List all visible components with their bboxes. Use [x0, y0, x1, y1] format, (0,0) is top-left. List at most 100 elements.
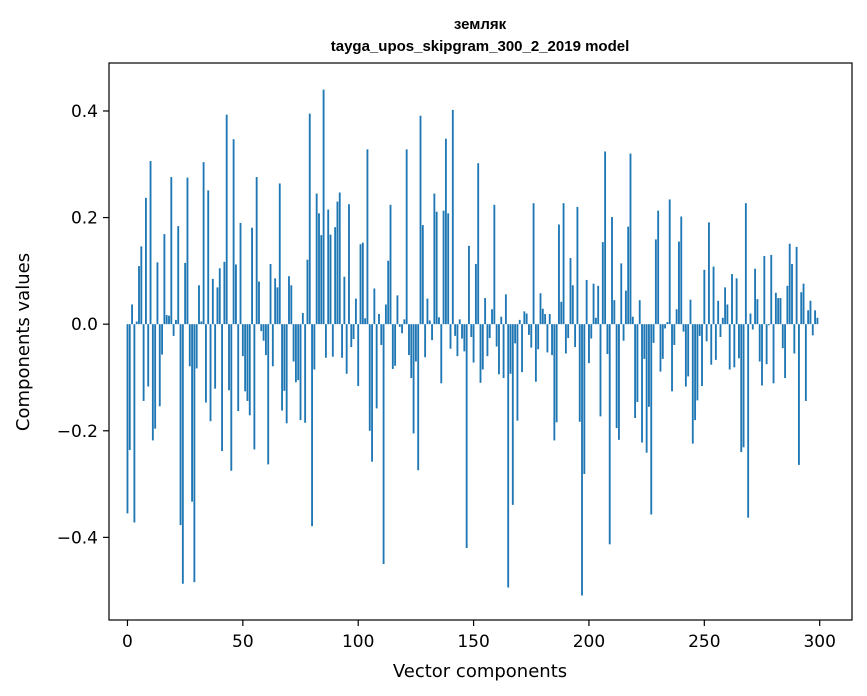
bar-176 [532, 203, 535, 325]
bar-248 [698, 324, 701, 336]
bar-192 [569, 258, 572, 325]
x-tick-label-300: 300 [803, 632, 835, 652]
y-tick-label-4: 0.4 [71, 102, 98, 122]
bar-228 [652, 324, 655, 343]
bar-191 [567, 324, 570, 339]
bars-group [126, 89, 819, 596]
bar-48 [237, 324, 240, 412]
bar-61 [267, 324, 270, 465]
bar-217 [627, 226, 630, 325]
bar-58 [260, 324, 263, 332]
y-tick-label-3: 0.2 [71, 209, 98, 229]
bar-69 [285, 324, 288, 424]
bar-43 [225, 114, 228, 325]
bar-233 [664, 324, 667, 329]
bar-215 [622, 324, 625, 341]
bar-8 [145, 197, 147, 325]
bar-220 [634, 324, 637, 418]
bar-63 [271, 324, 274, 367]
x-tick-label-100: 100 [342, 632, 374, 652]
bar-22 [177, 226, 180, 325]
bar-152 [477, 163, 480, 325]
y-tick-label-2: 0.0 [71, 315, 98, 335]
bar-93 [341, 324, 343, 358]
bar-167 [511, 324, 514, 505]
bar-119 [401, 324, 403, 334]
bar-254 [712, 266, 715, 325]
bar-198 [583, 324, 586, 474]
bar-272 [754, 268, 757, 325]
bar-143 [456, 324, 459, 357]
bar-122 [408, 324, 410, 356]
bar-116 [394, 324, 397, 366]
bar-202 [592, 283, 595, 325]
bar-108 [375, 324, 378, 409]
bar-16 [163, 234, 166, 325]
bar-4 [135, 321, 138, 325]
bar-28 [191, 324, 193, 502]
bar-190 [564, 324, 567, 354]
bar-169 [516, 324, 519, 421]
bar-276 [763, 255, 766, 325]
bar-64 [274, 278, 277, 325]
bar-182 [546, 324, 549, 353]
bar-96 [348, 204, 350, 325]
bar-183 [548, 314, 551, 325]
bar-209 [608, 324, 611, 545]
bar-206 [601, 242, 604, 325]
bar-173 [525, 313, 528, 325]
y-axis-label: Components values [13, 253, 34, 431]
bar-124 [412, 324, 415, 434]
bar-257 [719, 324, 722, 337]
bar-101 [359, 244, 362, 325]
bar-211 [613, 300, 616, 325]
bar-86 [324, 324, 327, 358]
bar-275 [761, 324, 763, 386]
bar-165 [507, 324, 510, 588]
bar-26 [186, 177, 189, 325]
bar-139 [447, 213, 450, 325]
bar-271 [751, 324, 754, 330]
bar-163 [502, 324, 505, 379]
bar-120 [403, 319, 406, 325]
bar-158 [491, 309, 493, 325]
bar-289 [793, 324, 796, 354]
bar-166 [509, 324, 512, 374]
bar-68 [283, 324, 286, 391]
bar-34 [204, 324, 207, 403]
bar-255 [714, 324, 717, 360]
bar-32 [200, 321, 203, 325]
bar-74 [297, 324, 300, 381]
bar-241 [682, 324, 685, 332]
bar-285 [784, 324, 787, 379]
bar-259 [724, 287, 727, 325]
bar-227 [650, 324, 653, 515]
bar-281 [774, 292, 777, 325]
bar-159 [493, 204, 496, 325]
bar-85 [322, 89, 325, 325]
bar-243 [687, 324, 690, 377]
bar-270 [749, 313, 752, 325]
bar-153 [479, 324, 482, 383]
bar-148 [468, 245, 470, 325]
bar-297 [811, 324, 814, 336]
bar-82 [315, 193, 318, 325]
bar-151 [474, 263, 477, 325]
bar-42 [223, 261, 226, 325]
bar-210 [611, 217, 613, 325]
bar-282 [777, 298, 780, 325]
bar-197 [581, 324, 583, 596]
bar-107 [373, 288, 376, 325]
bar-73 [294, 324, 297, 383]
bar-155 [484, 298, 487, 325]
bar-179 [539, 293, 542, 325]
bar-140 [449, 324, 452, 349]
bar-268 [744, 203, 747, 325]
bar-24 [181, 324, 184, 584]
bar-49 [239, 222, 242, 325]
bar-263 [733, 324, 736, 368]
bar-298 [814, 310, 817, 325]
y-tick-label-1: −0.2 [57, 422, 98, 442]
bar-136 [440, 324, 443, 384]
bar-258 [721, 317, 724, 325]
